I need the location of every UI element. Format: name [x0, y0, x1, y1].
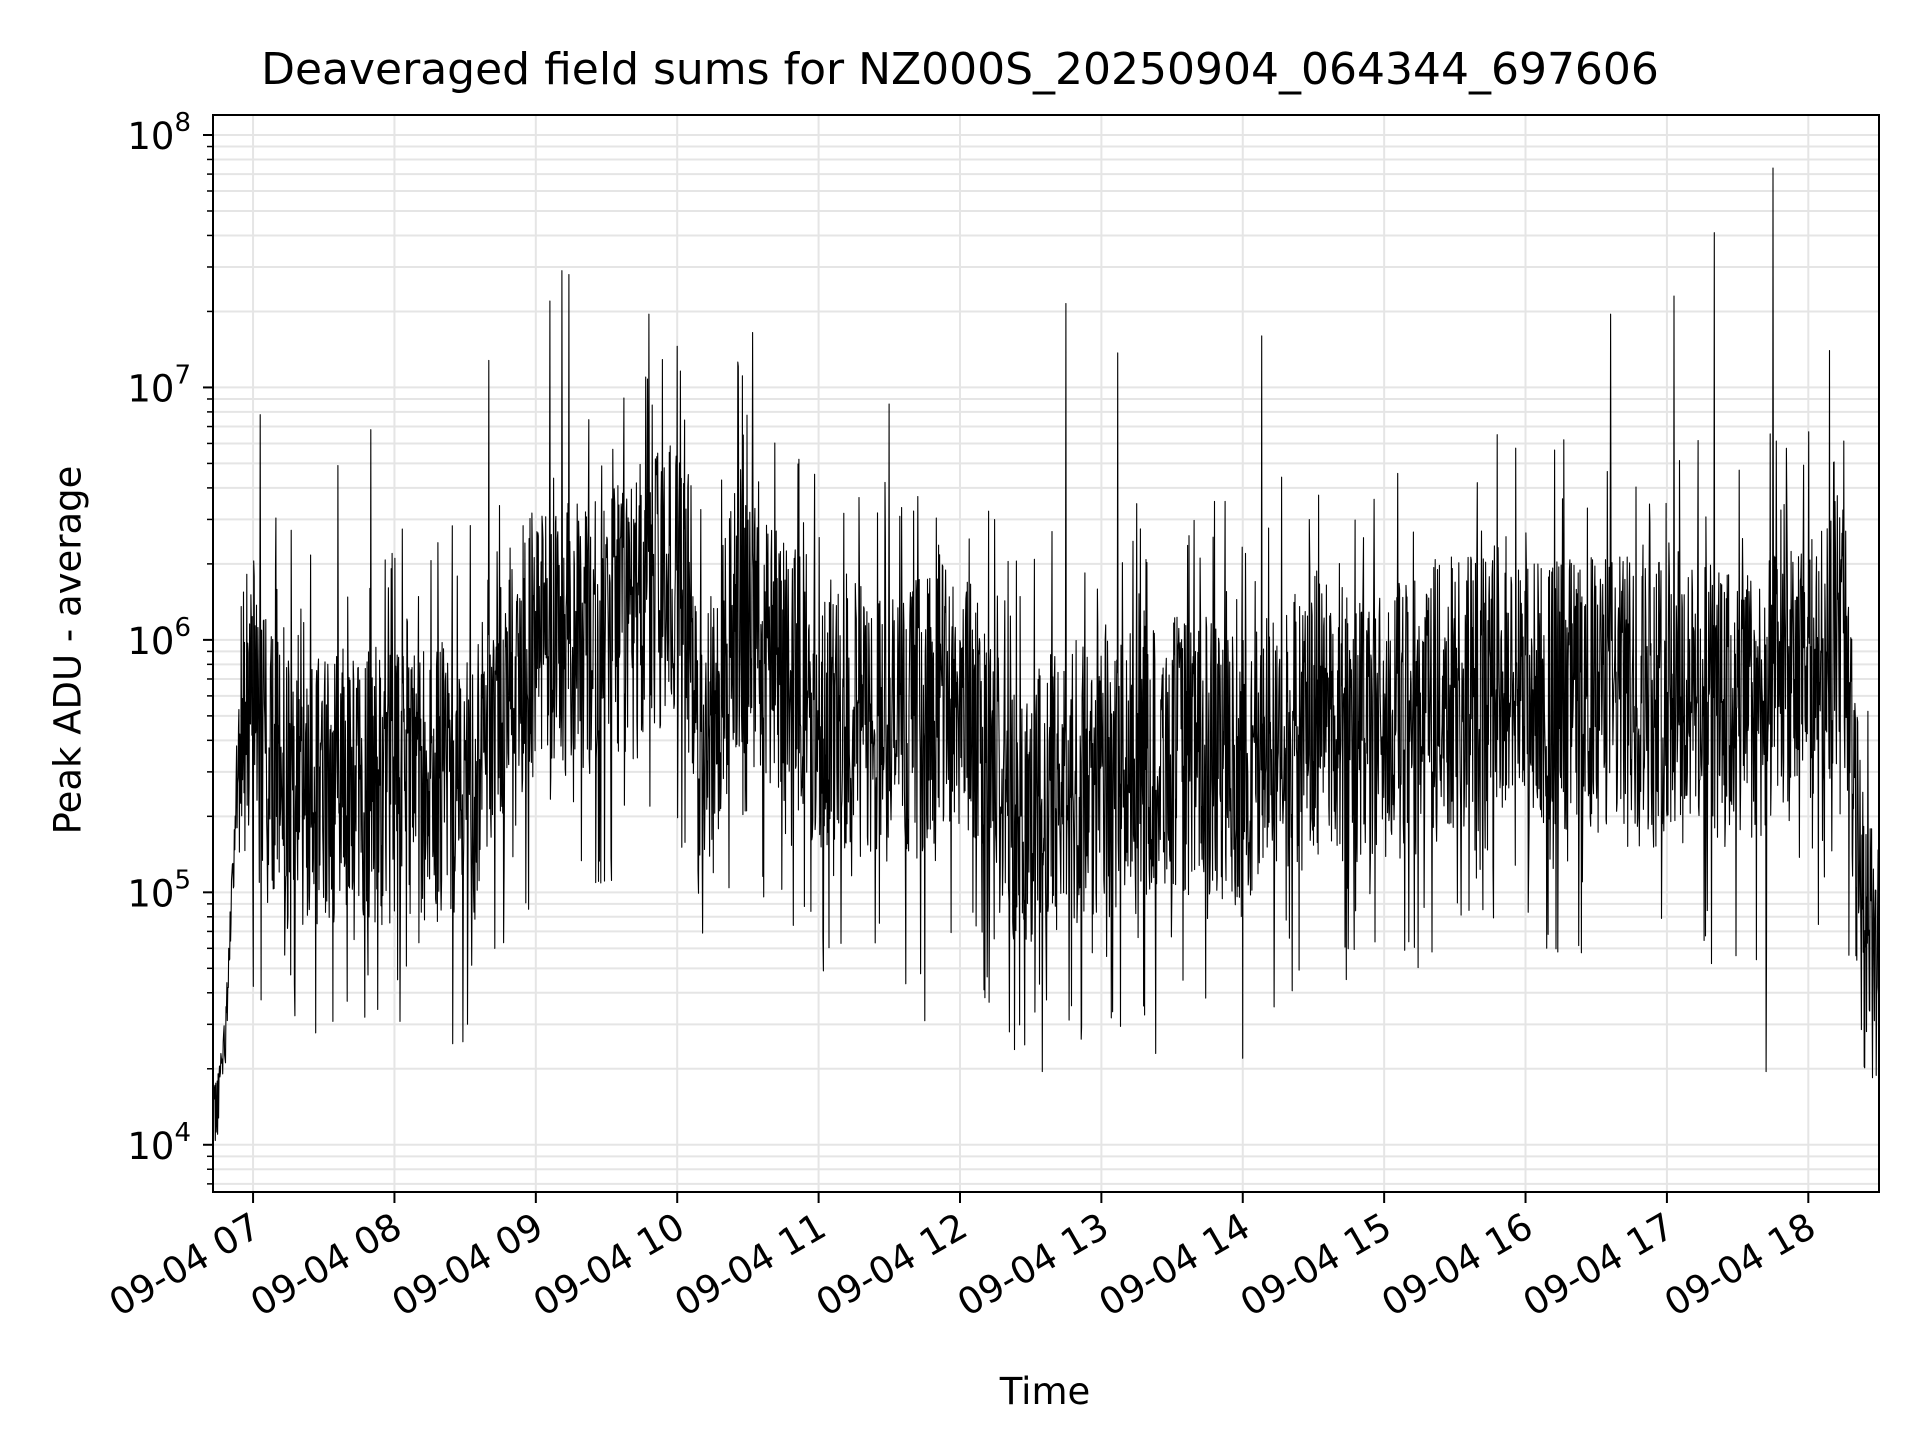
x-tick-label: 09-04 09: [385, 1205, 551, 1325]
y-tick-label: 105: [127, 865, 191, 915]
series-line: [212, 167, 1880, 1142]
x-axis-label: Time: [999, 1370, 1091, 1413]
x-tick-label: 09-04 14: [1092, 1205, 1258, 1325]
chart-title: Deaveraged field sums for NZ000S_2025090…: [261, 44, 1659, 95]
y-tick-label: 107: [127, 360, 191, 410]
y-tick-label: 106: [127, 613, 191, 663]
x-tick-label: 09-04 13: [950, 1205, 1116, 1325]
y-tick-label: 104: [127, 1118, 191, 1168]
x-tick-label: 09-04 11: [668, 1205, 834, 1325]
x-tick-label: 09-04 15: [1233, 1205, 1399, 1325]
x-tick-label: 09-04 07: [102, 1205, 268, 1325]
x-tick-label: 09-04 16: [1374, 1205, 1540, 1325]
x-tick-label: 09-04 08: [243, 1205, 409, 1325]
x-tick-label: 09-04 18: [1657, 1205, 1823, 1325]
x-tick-label: 09-04 10: [526, 1205, 692, 1325]
x-tick-label: 09-04 12: [809, 1205, 975, 1325]
x-tick-label: 09-04 17: [1516, 1205, 1682, 1325]
plot-frame: [212, 114, 1880, 1193]
y-tick-label: 108: [127, 108, 191, 158]
